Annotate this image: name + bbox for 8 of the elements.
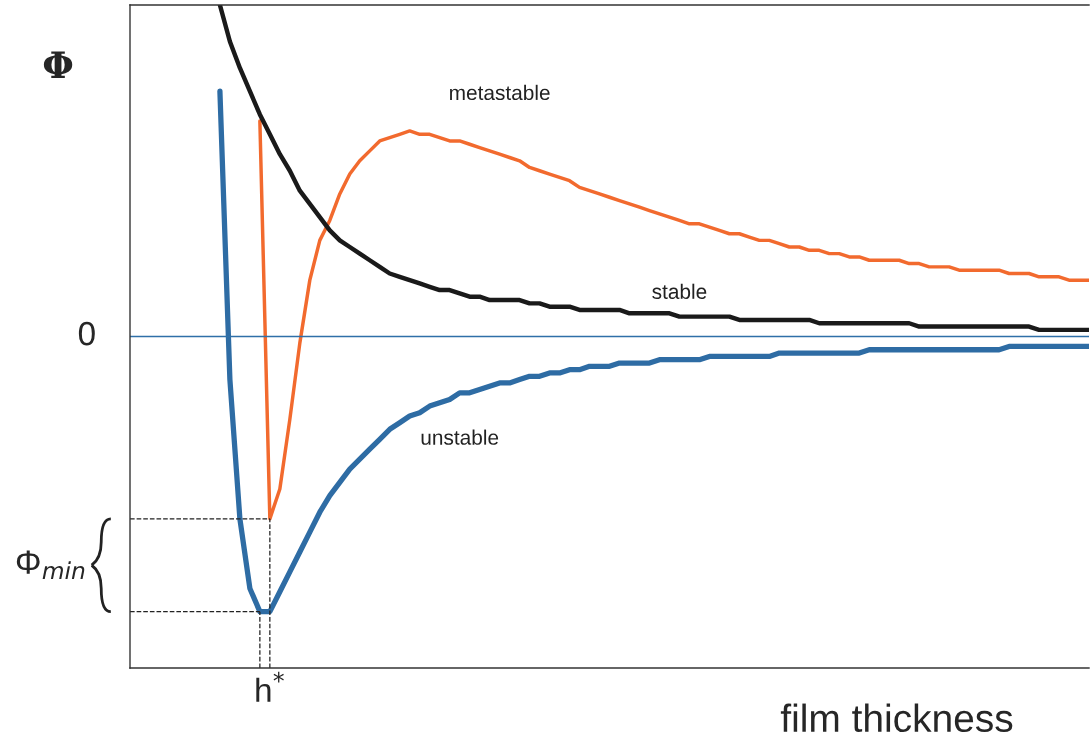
y-axis-title: Φ xyxy=(43,51,73,78)
series-label: unstable xyxy=(421,429,499,445)
series-label: stable xyxy=(652,283,707,299)
ref-line-label: 0 xyxy=(78,321,95,346)
x-axis-title: film thickness xyxy=(780,703,1013,733)
text: Φ$_{min}$ xyxy=(16,550,85,580)
text: h$^{*}$ xyxy=(256,671,284,702)
series-label: metastable xyxy=(450,84,550,101)
